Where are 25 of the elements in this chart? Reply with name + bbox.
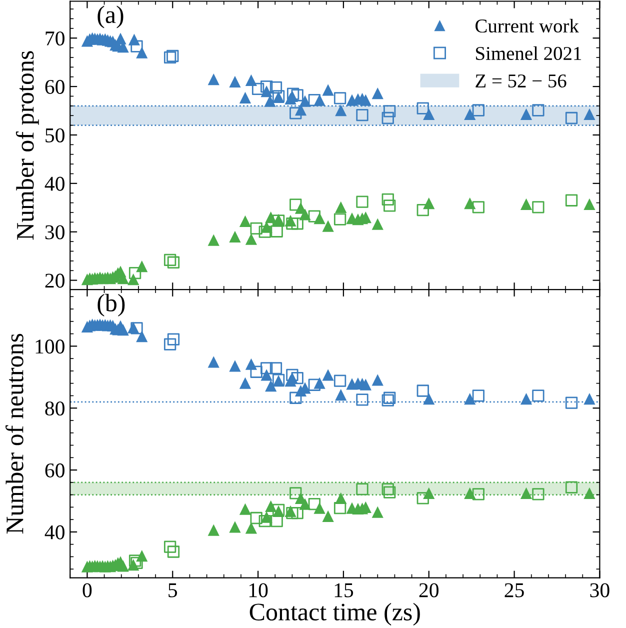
y-tick-label: 80 [45,401,64,416]
y-tick-label: 70 [46,31,64,46]
legend-label: Current work [476,18,579,33]
y-tick-label: 60 [45,80,64,94]
y-axis-title: Number of protons [16,51,39,240]
x-tick-label: 0 [82,583,92,598]
x-axis-title: Contact time (zs) [250,602,420,626]
y-tick-label: 50 [46,128,64,142]
y-tick-label: 60 [45,463,64,478]
y-tick-label: 20 [45,274,64,288]
x-tick-label: 25 [504,583,524,598]
x-tick-label: 15 [334,583,354,598]
legend-label: Z = 52 − 56 [476,74,566,88]
y-tick-label: 40 [44,176,64,191]
legend-label: Simenel 2021 [476,46,582,60]
x-tick-label: 5 [168,583,178,598]
y-tick-label: 40 [44,525,64,540]
annotation: (b) [98,294,125,317]
y-axis-title: Number of neutrons [6,334,24,534]
y-tick-label: 30 [45,225,64,240]
x-tick-label: 10 [249,583,268,598]
annotation: (a) [98,6,124,28]
x-tick-label: 20 [419,583,438,598]
y-tick-label: 100 [36,340,64,354]
x-tick-label: 30 [590,583,610,598]
